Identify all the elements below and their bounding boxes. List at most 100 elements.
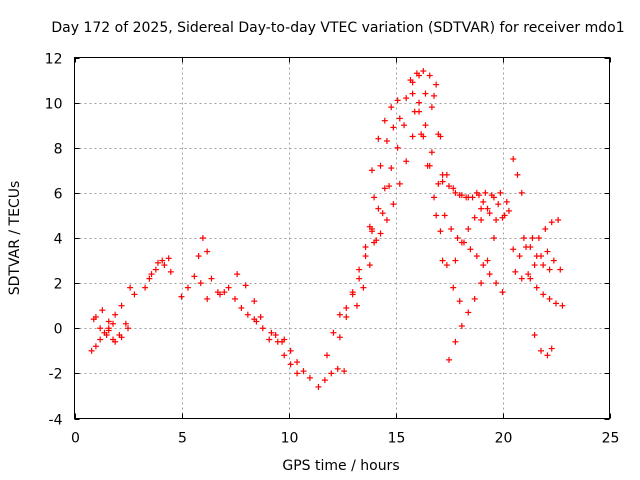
data-point <box>428 104 435 111</box>
data-point <box>334 365 341 372</box>
data-point <box>465 309 472 316</box>
data-point <box>88 347 95 354</box>
data-point <box>458 192 465 199</box>
data-point <box>559 302 566 309</box>
data-point <box>520 235 527 241</box>
data-point <box>336 334 343 341</box>
data-point <box>148 271 155 278</box>
data-point <box>471 295 478 302</box>
data-point <box>266 336 273 343</box>
data-point <box>525 271 532 278</box>
data-point <box>443 171 450 178</box>
data-point <box>371 239 378 246</box>
x-axis-label: GPS time / hours <box>282 458 399 474</box>
data-point <box>371 194 378 201</box>
data-point <box>493 216 500 223</box>
data-point <box>383 216 390 223</box>
data-point <box>368 167 375 174</box>
data-point <box>341 368 348 375</box>
data-point <box>159 257 166 264</box>
data-point <box>550 257 557 264</box>
x-tick-label: 25 <box>602 431 620 447</box>
data-point <box>450 284 457 291</box>
data-point <box>443 262 450 269</box>
data-point <box>221 289 228 296</box>
data-point <box>388 165 395 172</box>
data-point <box>112 338 119 345</box>
chart-title: Day 172 of 2025, Sidereal Day-to-day VTE… <box>51 20 624 36</box>
data-point <box>473 253 480 260</box>
data-point <box>97 325 104 332</box>
data-point <box>343 304 350 311</box>
data-point <box>420 68 427 75</box>
data-point <box>122 320 129 327</box>
data-point <box>386 183 393 190</box>
data-point <box>118 334 125 341</box>
data-point <box>375 135 382 142</box>
data-point <box>422 122 429 129</box>
data-point <box>287 361 294 368</box>
data-point <box>353 302 360 309</box>
data-point <box>125 325 131 332</box>
data-point <box>403 95 410 102</box>
data-point <box>152 266 159 273</box>
data-point <box>510 156 517 163</box>
data-point <box>548 219 555 226</box>
data-point <box>321 377 328 384</box>
data-point <box>540 262 547 269</box>
y-tick-label: 12 <box>45 52 63 68</box>
data-point <box>538 347 545 354</box>
data-point <box>204 295 211 302</box>
data-point <box>356 275 363 282</box>
data-point <box>484 257 491 264</box>
data-point <box>527 275 534 282</box>
data-point <box>396 115 403 122</box>
data-point <box>99 307 106 314</box>
data-point <box>452 257 459 264</box>
x-tick-label: 0 <box>71 431 80 447</box>
data-point <box>199 235 206 241</box>
data-point <box>343 313 350 320</box>
data-point <box>97 336 104 343</box>
data-point <box>105 318 112 325</box>
data-point <box>118 302 125 309</box>
data-point <box>557 266 564 273</box>
data-point <box>495 201 502 208</box>
data-point <box>553 300 559 307</box>
data-point <box>503 198 510 205</box>
data-point <box>112 311 119 318</box>
data-point <box>555 216 562 223</box>
x-tick-label: 20 <box>495 431 513 447</box>
data-point <box>512 268 519 275</box>
data-point <box>394 144 401 151</box>
data-point <box>336 311 343 318</box>
y-tick-label: 10 <box>45 97 63 113</box>
data-point <box>428 149 435 156</box>
data-point <box>456 298 463 305</box>
data-point <box>379 210 386 217</box>
data-point <box>257 313 264 320</box>
data-point <box>110 320 117 327</box>
data-point <box>422 90 429 97</box>
y-tick-label: 4 <box>54 232 63 248</box>
data-point <box>527 244 534 251</box>
data-point <box>407 77 414 84</box>
data-point <box>544 248 551 255</box>
data-point <box>441 212 448 219</box>
data-point <box>533 253 540 260</box>
data-point <box>251 298 258 305</box>
data-point <box>533 284 540 291</box>
data-point <box>360 284 367 291</box>
data-point <box>217 291 224 298</box>
data-point <box>401 122 408 129</box>
data-point <box>497 189 504 196</box>
data-point <box>259 325 266 332</box>
data-point <box>191 273 198 280</box>
data-point <box>300 368 307 375</box>
data-point <box>544 352 551 359</box>
data-point <box>142 284 149 291</box>
data-point <box>390 201 397 208</box>
data-point <box>437 133 444 140</box>
data-point <box>208 275 215 282</box>
data-point <box>490 194 497 201</box>
